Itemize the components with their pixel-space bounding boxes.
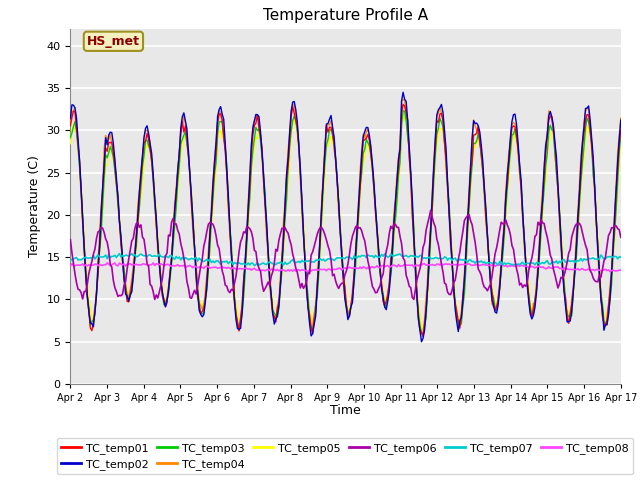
Legend: TC_temp01, TC_temp02, TC_temp03, TC_temp04, TC_temp05, TC_temp06, TC_temp07, TC_: TC_temp01, TC_temp02, TC_temp03, TC_temp… <box>57 438 633 474</box>
Y-axis label: Temperature (C): Temperature (C) <box>28 156 41 257</box>
Text: HS_met: HS_met <box>87 35 140 48</box>
X-axis label: Time: Time <box>330 405 361 418</box>
Title: Temperature Profile A: Temperature Profile A <box>263 9 428 24</box>
